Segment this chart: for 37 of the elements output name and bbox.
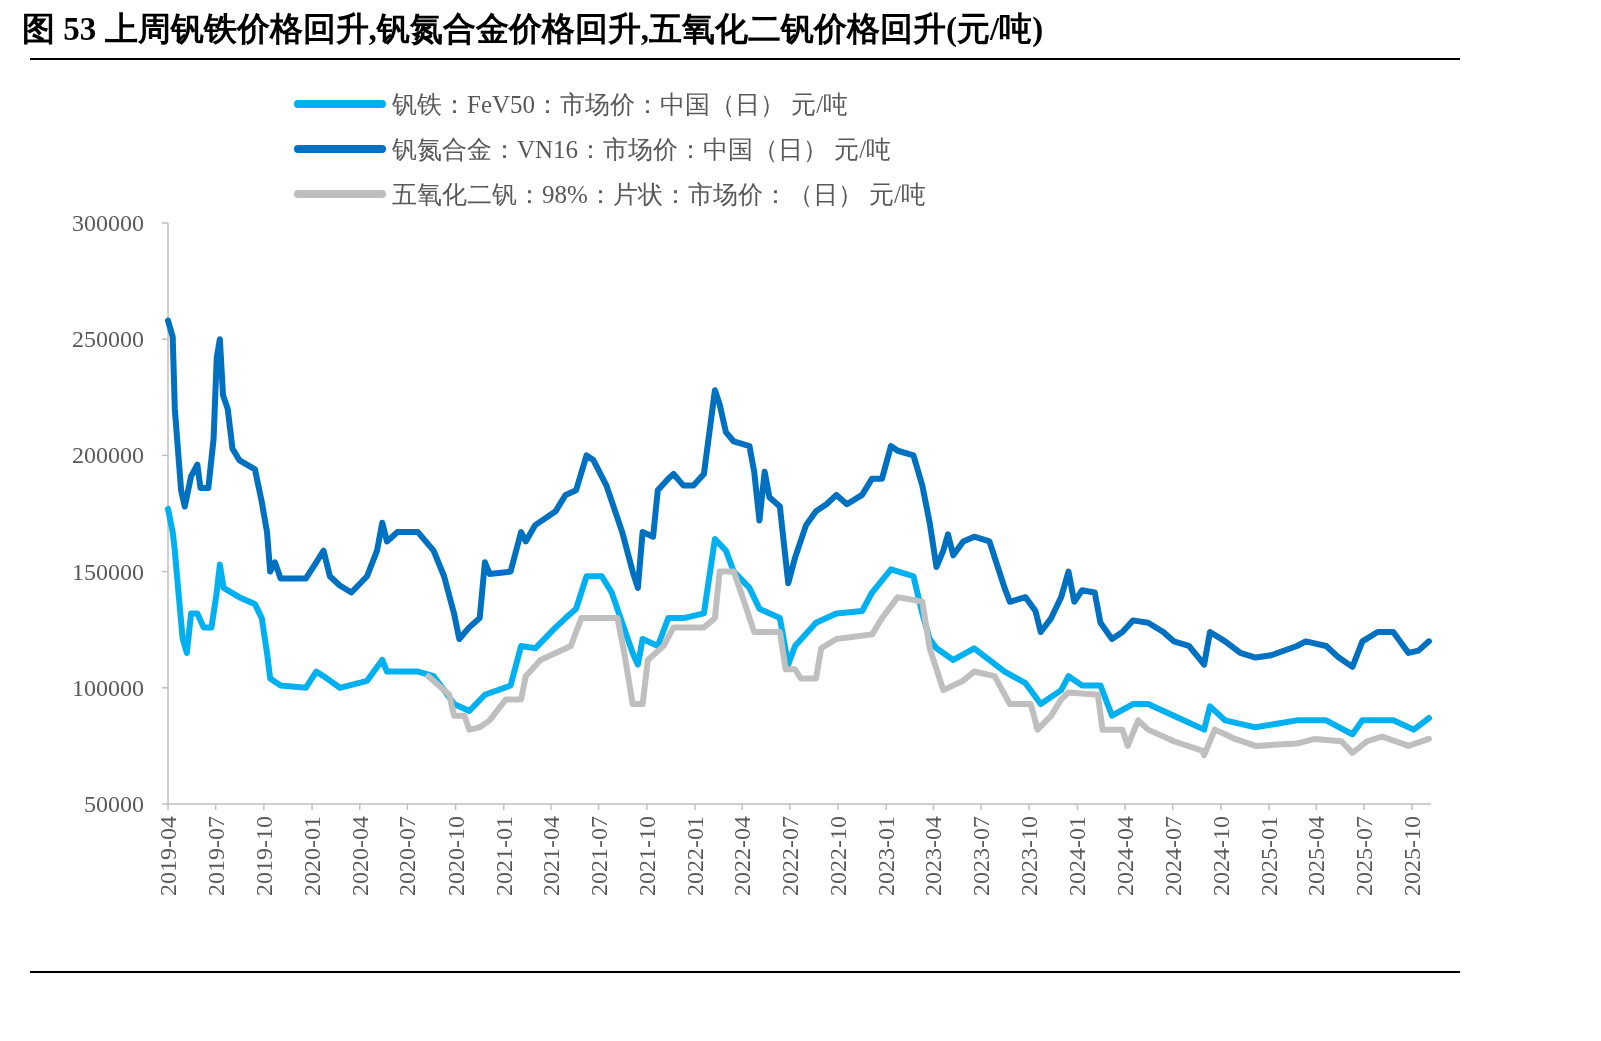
x-tick-label: 2020-10	[442, 816, 469, 896]
x-tick-label: 2019-10	[250, 816, 277, 896]
x-tick-label: 2022-07	[776, 816, 803, 896]
x-tick-label: 2023-10	[1016, 816, 1043, 896]
x-tick-label: 2021-07	[585, 816, 612, 896]
chart-title: 图 53 上周钒铁价格回升,钒氮合金价格回升,五氧化二钒价格回升(元/吨)	[22, 11, 1044, 48]
x-tick-label: 2025-01	[1256, 816, 1283, 896]
x-tick-label: 2019-04	[155, 816, 181, 896]
x-tick-label: 2024-04	[1112, 816, 1139, 896]
y-tick-label: 100000	[72, 674, 144, 701]
x-tick-label: 2022-01	[681, 816, 708, 896]
legend-label: 钒氮合金：VN16：市场价：中国（日） 元/吨	[391, 136, 892, 163]
x-tick-label: 2022-10	[825, 816, 851, 896]
x-tick-label: 2020-04	[346, 816, 373, 896]
y-tick-label: 50000	[84, 791, 144, 817]
x-tick-label: 2023-04	[920, 816, 947, 896]
x-tick-label: 2025-04	[1303, 816, 1330, 896]
x-tick-label: 2023-07	[968, 816, 995, 896]
x-tick-label: 2020-01	[299, 816, 326, 896]
x-tick-label: 2023-01	[873, 816, 900, 896]
x-tick-label: 2020-07	[394, 816, 421, 896]
x-tick-label: 2025-07	[1350, 816, 1377, 896]
legend-label: 钒铁：FeV50：市场价：中国（日） 元/吨	[391, 91, 849, 118]
x-tick-label: 2025-10	[1399, 816, 1426, 896]
legend-label: 五氧化二钒：98%：片状：市场价：（日） 元/吨	[392, 181, 927, 208]
x-tick-label: 2024-01	[1064, 816, 1091, 896]
x-tick-label: 2024-10	[1207, 816, 1234, 896]
y-tick-label: 300000	[72, 210, 144, 236]
x-tick-label: 2024-07	[1159, 816, 1186, 896]
y-tick-label: 150000	[72, 558, 144, 585]
x-tick-label: 2022-04	[729, 816, 756, 896]
x-tick-label: 2021-10	[633, 816, 660, 896]
y-tick-label: 250000	[72, 326, 144, 353]
x-tick-label: 2021-01	[490, 816, 517, 896]
x-tick-label: 2021-04	[537, 816, 564, 896]
y-tick-label: 200000	[72, 442, 144, 469]
x-tick-label: 2019-07	[202, 816, 229, 896]
